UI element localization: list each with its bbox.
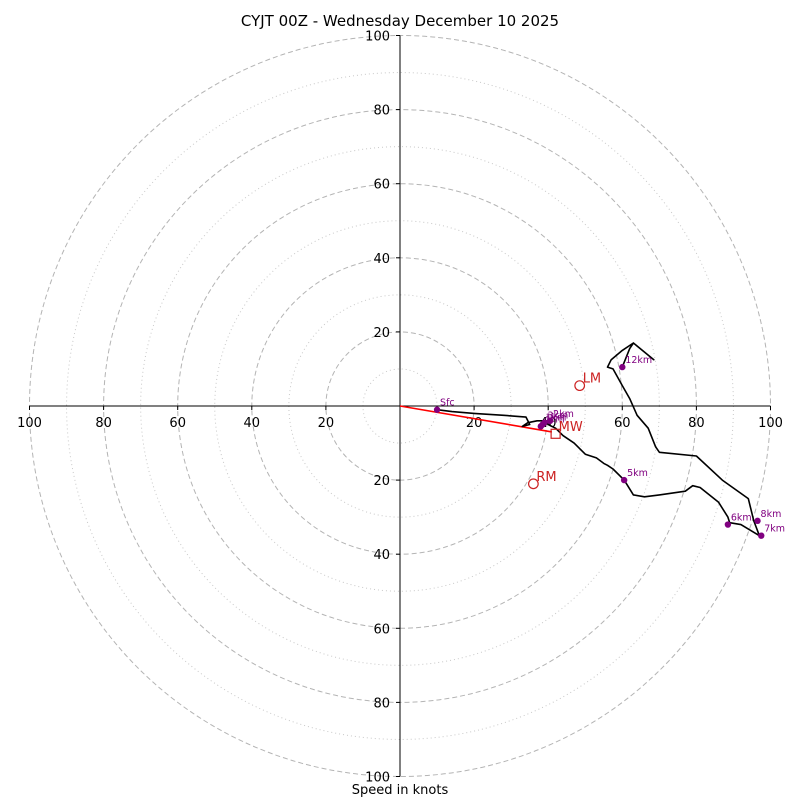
storm-marker-MW (550, 428, 561, 439)
bulk-shear-line (399, 405, 553, 433)
x-tick-label: 60 (169, 416, 186, 431)
x-tick-label: 100 (758, 416, 783, 431)
height-marker-Sfc (433, 406, 441, 413)
y-tick-label: 80 (373, 104, 390, 119)
y-tick-label: 60 (373, 622, 390, 637)
x-tick-label: 80 (688, 416, 705, 431)
height-marker-label: 8km (761, 509, 782, 520)
height-marker-label: 5km (627, 468, 648, 479)
hodograph-trace (436, 342, 761, 537)
hodograph-line (436, 342, 761, 537)
height-marker-8km (754, 517, 761, 525)
storm-label: RM (536, 470, 556, 485)
height-marker-12km (619, 363, 626, 371)
height-marker-label: Sfc (440, 398, 455, 409)
height-marker-label: 7km (764, 524, 785, 535)
x-tick-label: 60 (614, 416, 631, 431)
y-tick-label: 40 (373, 252, 390, 267)
x-tick-label: 80 (95, 416, 112, 431)
height-marker-label: 2km (553, 409, 574, 420)
y-tick-label: 100 (365, 771, 390, 786)
storm-marker-RM (527, 478, 539, 490)
height-marker-label: 4km (544, 414, 565, 425)
y-tick-label: 20 (373, 326, 390, 341)
height-marker-5km (620, 476, 628, 484)
height-marker-6km (724, 521, 732, 528)
x-tick-label: 100 (17, 416, 42, 431)
storm-motion-markers: LM RM MW (527, 372, 601, 490)
height-marker-label: 3km (547, 411, 568, 422)
height-marker-2km (546, 417, 554, 425)
x-tick-label: 40 (244, 416, 261, 431)
y-tick-label: 60 (373, 178, 390, 193)
height-marker-label: 6km (731, 513, 752, 524)
height-marker-7km (758, 532, 765, 539)
storm-label: LM (583, 372, 601, 387)
storm-marker-LM (574, 380, 586, 392)
chart-title: CYJT 00Z - Wednesday December 10 2025 (240, 12, 560, 30)
x-tick-label: 20 (318, 416, 335, 431)
x-axis-label: Speed in knots (351, 783, 449, 798)
storm-label: MW (559, 420, 583, 435)
shear-vector (399, 405, 553, 433)
y-tick-label: 40 (373, 548, 390, 563)
height-marker-label: 1km (546, 413, 567, 424)
y-tick-label: 20 (373, 474, 390, 489)
y-tick-label: 80 (373, 696, 390, 711)
y-tick-label: 100 (365, 30, 390, 45)
height-marker-4km (537, 423, 544, 430)
height-marker-label: 12km (625, 355, 652, 366)
